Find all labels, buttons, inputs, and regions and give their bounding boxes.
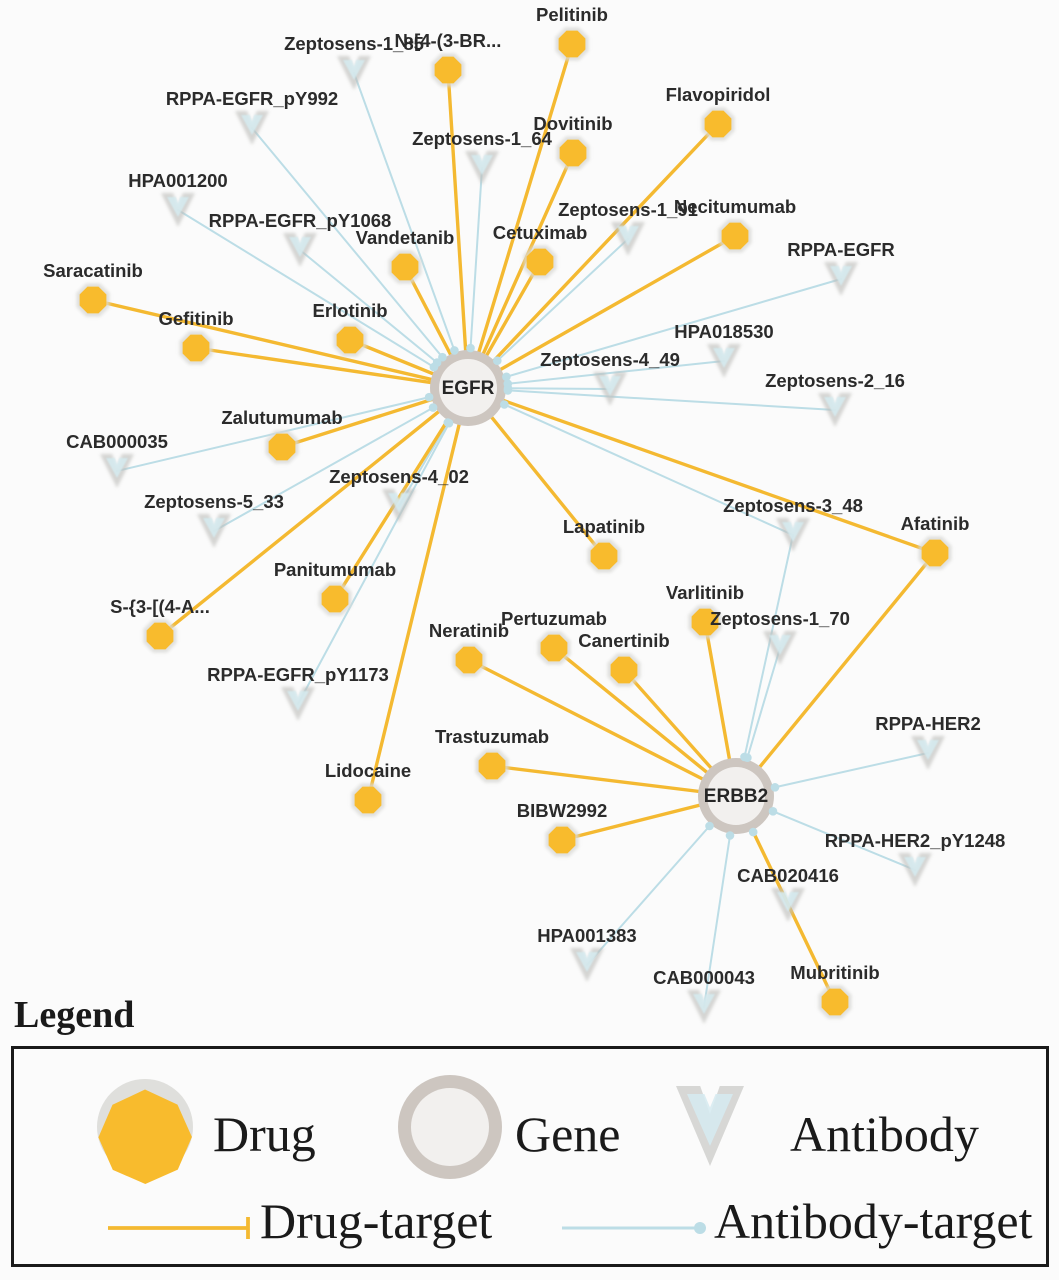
svg-text:Neratinib: Neratinib [429, 620, 509, 641]
svg-text:Pertuzumab: Pertuzumab [501, 608, 607, 629]
svg-text:Panitumumab: Panitumumab [274, 559, 396, 580]
svg-text:Varlitinib: Varlitinib [666, 582, 744, 603]
svg-text:Mubritinib: Mubritinib [790, 962, 879, 983]
svg-text:RPPA-EGFR_pY992: RPPA-EGFR_pY992 [166, 88, 338, 109]
svg-text:CAB000043: CAB000043 [653, 967, 755, 988]
svg-text:Antibody: Antibody [790, 1106, 979, 1162]
svg-text:Drug-target: Drug-target [260, 1193, 492, 1249]
svg-text:CAB000035: CAB000035 [66, 431, 168, 452]
svg-text:Canertinib: Canertinib [578, 630, 669, 651]
svg-text:RPPA-HER2: RPPA-HER2 [875, 713, 981, 734]
svg-text:CAB020416: CAB020416 [737, 865, 839, 886]
svg-text:HPA018530: HPA018530 [674, 321, 773, 342]
svg-text:RPPA-HER2_pY1248: RPPA-HER2_pY1248 [825, 830, 1006, 851]
svg-text:RPPA-EGFR: RPPA-EGFR [787, 239, 895, 260]
svg-text:Zeptosens-5_33: Zeptosens-5_33 [144, 491, 284, 512]
svg-text:Trastuzumab: Trastuzumab [435, 726, 549, 747]
svg-text:Cetuximab: Cetuximab [493, 222, 588, 243]
svg-text:RPPA-EGFR_pY1173: RPPA-EGFR_pY1173 [207, 664, 389, 685]
svg-text:Zeptosens-4_49: Zeptosens-4_49 [540, 349, 680, 370]
svg-text:Saracatinib: Saracatinib [43, 260, 143, 281]
svg-text:N-[4-(3-BR...: N-[4-(3-BR... [395, 30, 502, 51]
svg-text:Zeptosens-1_70: Zeptosens-1_70 [710, 608, 850, 629]
svg-text:S-{3-[(4-A...: S-{3-[(4-A... [110, 596, 210, 617]
svg-text:BIBW2992: BIBW2992 [517, 800, 607, 821]
svg-text:Dovitinib: Dovitinib [533, 113, 612, 134]
svg-text:Lapatinib: Lapatinib [563, 516, 645, 537]
svg-text:Antibody-target: Antibody-target [714, 1193, 1033, 1249]
svg-text:RPPA-EGFR_pY1068: RPPA-EGFR_pY1068 [209, 210, 392, 231]
svg-text:EGFR: EGFR [442, 378, 495, 399]
svg-text:Lidocaine: Lidocaine [325, 760, 411, 781]
svg-text:Drug: Drug [213, 1106, 316, 1162]
svg-text:Afatinib: Afatinib [901, 513, 970, 534]
svg-text:Gefitinib: Gefitinib [158, 308, 233, 329]
svg-text:HPA001383: HPA001383 [537, 925, 636, 946]
svg-text:Zalutumumab: Zalutumumab [221, 407, 342, 428]
svg-text:HPA001200: HPA001200 [128, 170, 227, 191]
svg-text:Zeptosens-1_64: Zeptosens-1_64 [412, 128, 553, 149]
svg-text:Zeptosens-4_02: Zeptosens-4_02 [329, 466, 469, 487]
svg-text:Necitumumab: Necitumumab [674, 196, 796, 217]
svg-text:Erlotinib: Erlotinib [312, 300, 387, 321]
svg-text:Zeptosens-3_48: Zeptosens-3_48 [723, 495, 863, 516]
svg-text:Pelitinib: Pelitinib [536, 4, 608, 25]
svg-text:Flavopiridol: Flavopiridol [666, 84, 771, 105]
svg-text:Gene: Gene [515, 1106, 621, 1162]
svg-text:Zeptosens-2_16: Zeptosens-2_16 [765, 370, 905, 391]
svg-text:ERBB2: ERBB2 [704, 786, 768, 807]
